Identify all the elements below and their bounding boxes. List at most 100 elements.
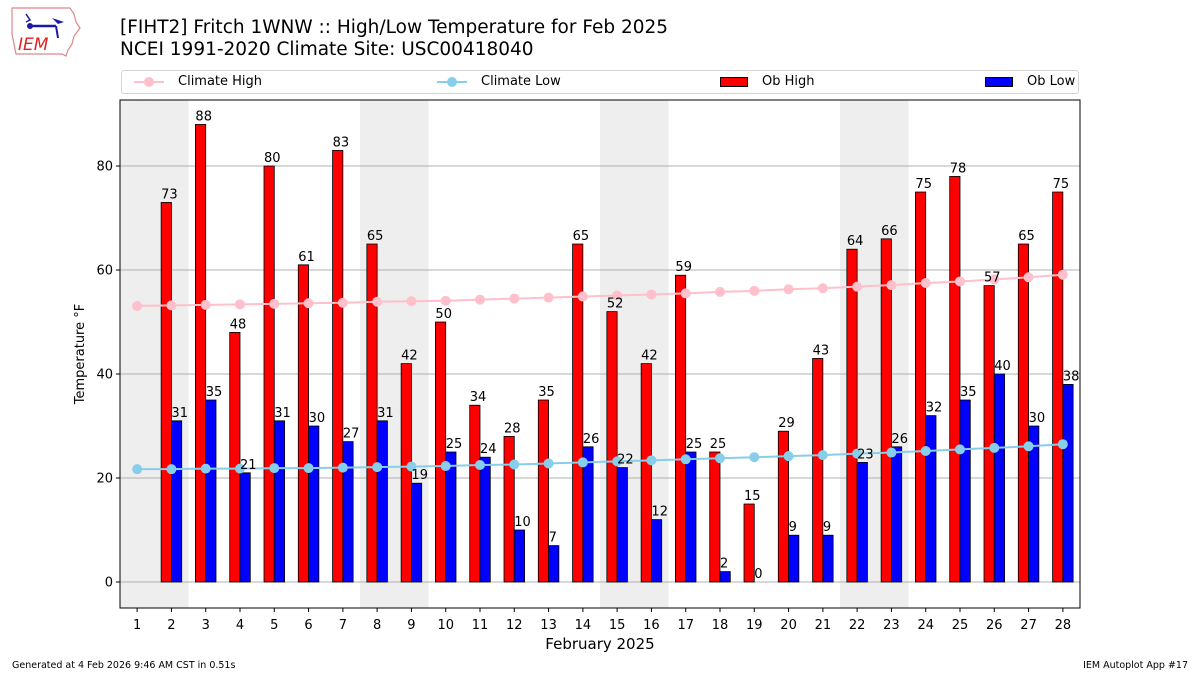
- ob-high-bar: [332, 150, 344, 583]
- bar-value-label: 10: [514, 515, 531, 530]
- climate-low-point: [372, 462, 383, 473]
- plot-frame: [119, 99, 1081, 609]
- y-axis: 0 20 40 60 80: [96, 160, 120, 591]
- x-tick-label: 4: [236, 618, 244, 633]
- bar-value-label: 31: [377, 406, 394, 421]
- bar-value-label: 40: [994, 359, 1011, 374]
- legend-item-climate-high: Climate High: [134, 74, 262, 90]
- bar-value-label: 15: [744, 489, 761, 504]
- climate-high-point: [920, 278, 931, 289]
- ob-low-bar: [822, 534, 834, 583]
- x-tick-label: 19: [746, 618, 763, 633]
- x-tick-label: 1: [133, 618, 141, 633]
- legend-label: Climate Low: [481, 74, 561, 89]
- x-axis: 1 2 3 4 5 6 7 8 9 10 11 12 13 14 15 16 17 18 19 20 21 22 23 24 2…: [133, 608, 1071, 633]
- legend-item-ob-low: Ob Low: [985, 74, 1075, 90]
- ob-high-bar: [640, 363, 652, 583]
- bar-value-label: 66: [881, 224, 898, 239]
- bars: [160, 124, 1074, 583]
- x-tick-label: 23: [883, 618, 900, 633]
- bar-value-label: 21: [240, 458, 257, 473]
- bar-value-label: 80: [264, 151, 281, 166]
- climate-high-line: [137, 273, 1063, 307]
- climate-high-point: [372, 296, 383, 307]
- ob-high-bar: [195, 124, 207, 583]
- bar-value-label: 65: [573, 229, 590, 244]
- climate-high-point: [783, 284, 794, 295]
- bar-value-labels: 7331883548218031613083276531421950253424…: [161, 109, 1079, 582]
- ob-low-bar: [788, 534, 800, 583]
- climate-low-point: [852, 448, 863, 459]
- climate-low-point: [886, 447, 897, 458]
- climate-high-point: [886, 280, 897, 291]
- bar-value-label: 32: [926, 401, 943, 416]
- ob-high-bar: [812, 358, 824, 583]
- climate-low-swatch-icon: [437, 76, 467, 88]
- logo-text: IEM: [18, 35, 49, 55]
- bar-value-label: 27: [343, 427, 360, 442]
- x-tick-label: 3: [202, 618, 210, 633]
- bar-value-label: 30: [309, 411, 326, 426]
- climate-low-point: [989, 442, 1000, 453]
- bar-value-label: 9: [789, 520, 797, 535]
- ob-low-swatch-icon: [985, 77, 1013, 87]
- climate-high-point: [509, 293, 520, 304]
- climate-high-point: [337, 297, 348, 308]
- bar-value-label: 24: [480, 442, 497, 457]
- climate-low-point: [166, 464, 177, 475]
- title-line-1: [FIHT2] Fritch 1WNW :: High/Low Temperat…: [120, 17, 669, 38]
- climate-low-point: [715, 453, 725, 464]
- climate-high-point: [646, 289, 657, 300]
- ob-low-bar: [376, 420, 388, 583]
- climate-high-point: [475, 294, 485, 305]
- climate-low-point: [132, 464, 143, 475]
- ob-low-bar: [582, 446, 594, 583]
- climate-high-point: [200, 299, 211, 310]
- x-tick-label: 13: [540, 618, 557, 633]
- ob-high-bar: [606, 311, 618, 583]
- climate-high-point: [817, 283, 828, 294]
- climate-low-point: [817, 450, 828, 461]
- x-tick-label: 22: [849, 618, 866, 633]
- weekend-band: [840, 100, 909, 608]
- climate-low-point: [612, 456, 623, 467]
- ob-high-bar: [469, 404, 481, 583]
- climate-high-point: [1023, 272, 1034, 283]
- climate-high-point: [235, 299, 245, 310]
- climate-low-point: [646, 455, 657, 466]
- bar-value-label: 43: [813, 343, 830, 358]
- climate-high-point: [577, 291, 588, 302]
- x-tick-label: 17: [677, 618, 694, 633]
- x-tick-label: 7: [339, 618, 347, 633]
- ob-high-bar: [777, 430, 789, 583]
- bar-value-label: 0: [754, 567, 762, 582]
- ob-low-bar: [479, 456, 491, 583]
- bar-value-label: 26: [891, 432, 908, 447]
- climate-high-point: [955, 276, 965, 287]
- bar-value-label: 12: [651, 505, 668, 520]
- climate-high-point: [680, 288, 691, 299]
- x-tick-label: 27: [1020, 618, 1037, 633]
- ob-low-bar: [548, 545, 560, 583]
- x-tick-label: 21: [815, 618, 832, 633]
- ob-high-bar: [675, 274, 687, 583]
- ob-high-bar: [915, 191, 927, 583]
- bar-value-label: 65: [1018, 229, 1035, 244]
- legend-label: Ob High: [762, 74, 815, 89]
- climate-high-point: [1057, 269, 1068, 280]
- bar-value-label: 42: [401, 349, 418, 364]
- ob-low-bar: [1028, 425, 1040, 583]
- x-tick-label: 24: [917, 618, 934, 633]
- x-tick-label: 10: [437, 618, 454, 633]
- climate-high-point: [440, 295, 451, 306]
- bar-value-label: 23: [857, 447, 874, 462]
- x-tick-label: 26: [986, 618, 1003, 633]
- climate-low-point: [955, 444, 965, 455]
- climate-high-point: [612, 290, 623, 301]
- ob-high-bar: [572, 243, 584, 583]
- climate-high-point: [543, 292, 554, 303]
- bar-value-label: 31: [171, 406, 188, 421]
- climate-low-point: [337, 462, 348, 473]
- x-tick-label: 6: [304, 618, 312, 633]
